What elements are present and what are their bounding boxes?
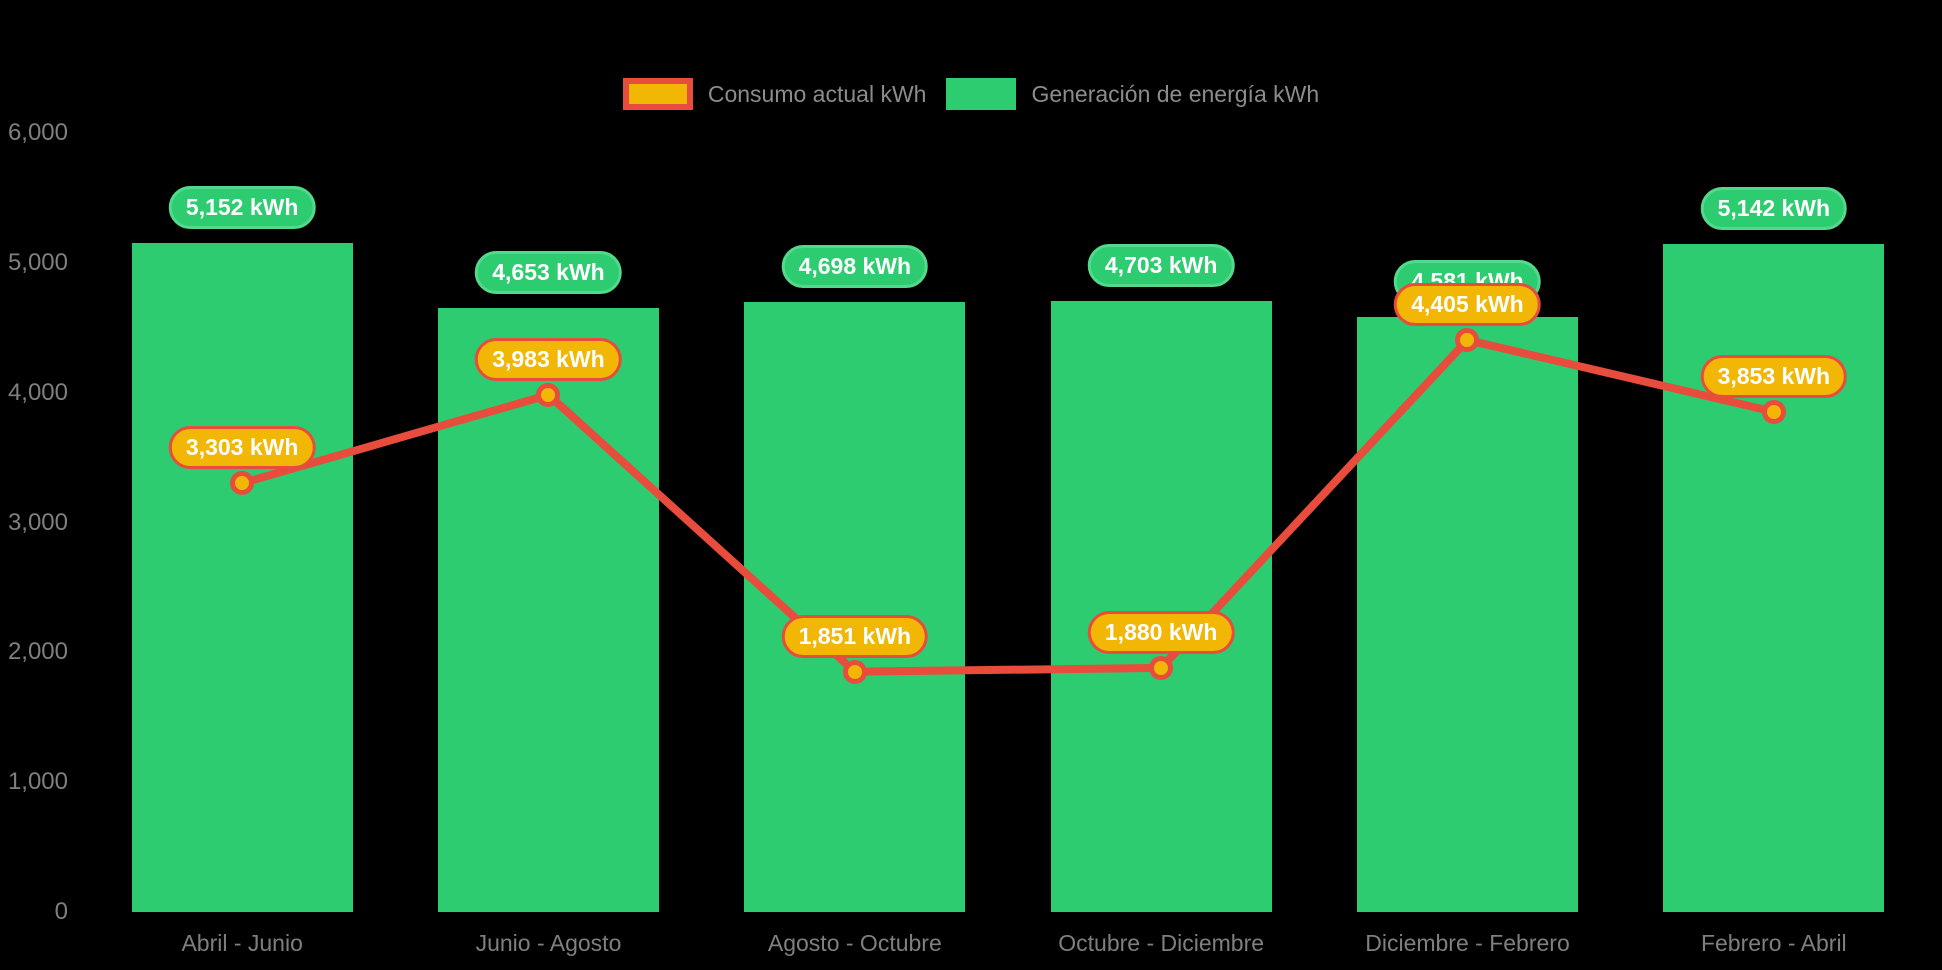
generation-value-badge: 5,142 kWh <box>1700 187 1848 231</box>
y-axis-tick-label: 0 <box>54 898 68 925</box>
y-axis-tick-label: 2,000 <box>7 638 68 666</box>
consumption-value-badge: 1,851 kWh <box>781 614 929 658</box>
generation-value-badge: 4,653 kWh <box>475 250 622 294</box>
legend-label-generacion-energia: Generación de energía kWh <box>1031 81 1320 107</box>
line-series-swatch-icon <box>622 78 693 110</box>
consumption-point-marker[interactable] <box>1149 655 1174 680</box>
consumption-point-marker[interactable] <box>842 659 867 684</box>
x-axis-category-label: Diciembre - Febrero <box>1365 930 1570 956</box>
legend: Consumo actual kWh Generación de energía… <box>0 78 1942 110</box>
legend-item-consumo-actual[interactable]: Consumo actual kWh <box>622 78 927 110</box>
y-axis-tick-label: 4,000 <box>7 378 68 406</box>
generation-bar[interactable] <box>1663 244 1885 912</box>
x-axis-category-label: Abril - Junio <box>181 930 303 956</box>
bar-series-swatch-icon <box>946 78 1017 110</box>
y-axis-tick-label: 6,000 <box>7 119 68 146</box>
y-axis-tick-label: 5,000 <box>7 248 68 276</box>
generation-bar[interactable] <box>744 302 966 912</box>
y-axis-tick-label: 3,000 <box>7 508 68 536</box>
consumption-value-badge: 4,405 kWh <box>1394 283 1541 327</box>
generation-value-badge: 4,698 kWh <box>781 245 929 289</box>
generation-bar[interactable] <box>1050 301 1272 912</box>
x-axis-category-label: Junio - Agosto <box>475 930 622 956</box>
legend-label-consumo-actual: Consumo actual kWh <box>707 81 927 107</box>
x-axis-category-label: Febrero - Abril <box>1700 930 1847 956</box>
y-axis-tick-label: 1,000 <box>7 768 68 796</box>
consumption-point-marker[interactable] <box>1761 399 1786 424</box>
generation-value-badge: 5,152 kWh <box>168 186 316 230</box>
x-axis-category-label: Agosto - Octubre <box>767 930 942 956</box>
consumption-value-badge: 3,303 kWh <box>168 426 316 470</box>
consumption-value-badge: 1,880 kWh <box>1087 610 1235 654</box>
consumption-value-badge: 3,853 kWh <box>1700 354 1848 398</box>
generation-bar[interactable] <box>1356 317 1578 912</box>
x-axis-category-label: Octubre - Diciembre <box>1058 930 1265 956</box>
consumption-value-badge: 3,983 kWh <box>475 337 622 381</box>
generation-value-badge: 4,703 kWh <box>1087 244 1235 288</box>
generation-bar[interactable] <box>131 243 353 912</box>
legend-item-generacion-energia[interactable]: Generación de energía kWh <box>946 78 1319 110</box>
